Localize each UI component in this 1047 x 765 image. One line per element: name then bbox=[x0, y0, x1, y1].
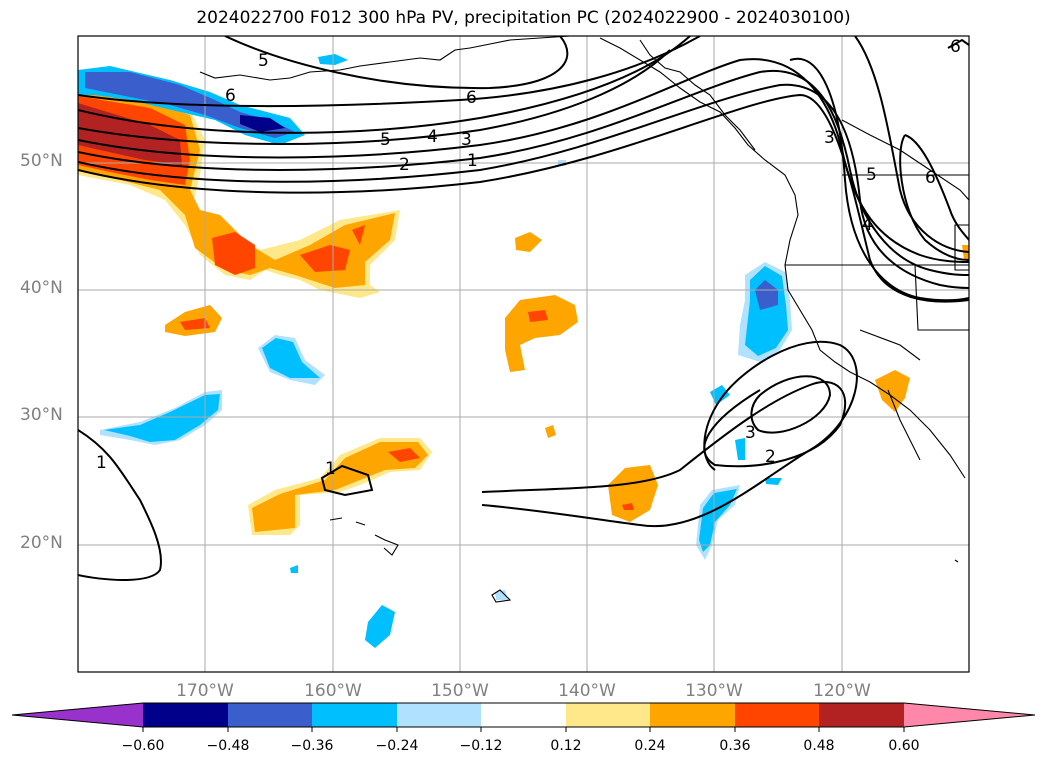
colorbar-tick-label: 0.36 bbox=[719, 738, 751, 754]
contour-label: 1 bbox=[325, 459, 336, 479]
colorbar-tick-label: −0.60 bbox=[121, 738, 165, 754]
contour-labels: 5 6 6 5 4 3 2 1 3 5 6 4 3 2 1 1 6 bbox=[96, 37, 961, 479]
graticule bbox=[78, 36, 969, 672]
colorbar-tick-label: −0.48 bbox=[206, 738, 250, 754]
contour-label: 4 bbox=[427, 127, 438, 147]
contour-label: 3 bbox=[824, 128, 835, 148]
colorbar-bin bbox=[481, 703, 566, 727]
contour-label: 4 bbox=[862, 215, 873, 235]
lon-label-170w: 170°W bbox=[176, 681, 234, 701]
colorbar bbox=[11, 702, 1036, 732]
colorbar-bin bbox=[312, 703, 397, 727]
pv-contours bbox=[78, 36, 969, 581]
contour-label: 2 bbox=[399, 155, 410, 175]
lat-label-20n: 20°N bbox=[20, 533, 63, 553]
lon-label-120w: 120°W bbox=[813, 681, 871, 701]
contour-label: 6 bbox=[225, 86, 236, 106]
lat-label-50n: 50°N bbox=[20, 151, 63, 171]
contour-label: 6 bbox=[466, 88, 477, 108]
colorbar-bin bbox=[397, 703, 481, 727]
contour-label: 1 bbox=[96, 453, 107, 473]
lon-label-130w: 130°W bbox=[685, 681, 743, 701]
lon-label-140w: 140°W bbox=[558, 681, 616, 701]
contour-label: 5 bbox=[866, 165, 877, 185]
lon-label-150w: 150°W bbox=[431, 681, 489, 701]
colorbar-tick-label: 0.12 bbox=[550, 738, 582, 754]
colorbar-extend-low bbox=[12, 703, 143, 727]
colorbar-extend-high bbox=[904, 703, 1035, 727]
contour-label: 1 bbox=[467, 151, 478, 171]
map-title: 2024022700 F012 300 hPa PV, precipitatio… bbox=[196, 8, 851, 28]
contour-label: 3 bbox=[745, 423, 756, 443]
colorbar-tick-label: −0.12 bbox=[459, 738, 503, 754]
colorbar-bin bbox=[650, 703, 735, 727]
lat-label-40n: 40°N bbox=[20, 278, 63, 298]
colorbar-tick-label: −0.36 bbox=[290, 738, 334, 754]
colorbar-bin bbox=[735, 703, 819, 727]
lat-label-30n: 30°N bbox=[20, 405, 63, 425]
colorbar-tick-label: 0.24 bbox=[634, 738, 666, 754]
contour-label: 3 bbox=[461, 130, 472, 150]
lon-label-160w: 160°W bbox=[304, 681, 362, 701]
colorbar-tick-label: 0.48 bbox=[803, 738, 835, 754]
colorbar-bin bbox=[566, 703, 650, 727]
colorbar-tick-label: 0.60 bbox=[888, 738, 920, 754]
contour-label: 5 bbox=[258, 51, 269, 71]
colorbar-bin bbox=[143, 703, 228, 727]
coastlines bbox=[199, 36, 969, 603]
map-frame bbox=[77, 35, 970, 673]
contour-label: 2 bbox=[765, 447, 776, 467]
colorbar-bin bbox=[228, 703, 312, 727]
colorbar-tick-label: −0.24 bbox=[375, 738, 419, 754]
contour-label: 5 bbox=[380, 130, 391, 150]
contour-label: 6 bbox=[950, 37, 961, 57]
colorbar-bin bbox=[819, 703, 904, 727]
contour-label: 6 bbox=[925, 168, 936, 188]
